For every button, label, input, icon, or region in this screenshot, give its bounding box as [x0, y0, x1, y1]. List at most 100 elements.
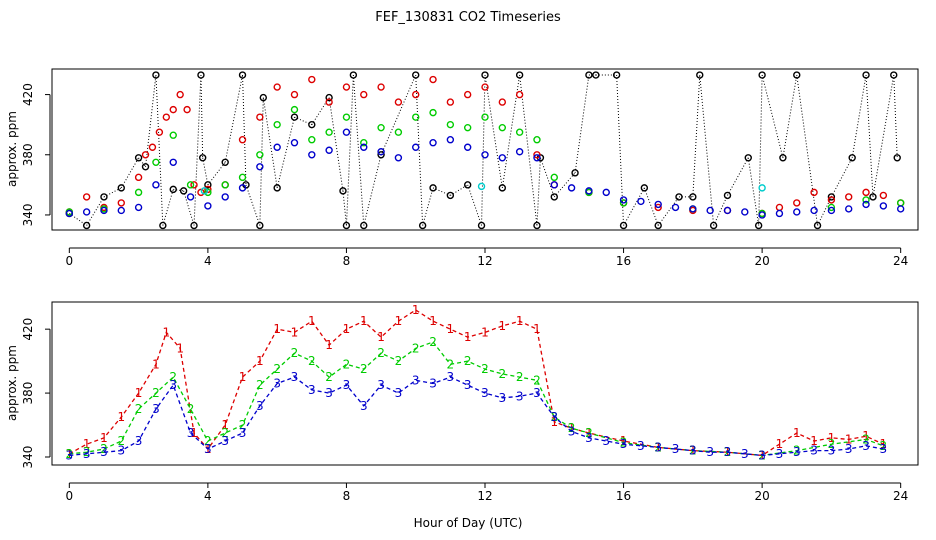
data-point-blue	[238, 184, 247, 192]
data-point-blue	[723, 206, 732, 215]
data-point-black	[640, 184, 649, 192]
data-point-black	[612, 71, 621, 79]
dotted-link	[761, 74, 784, 158]
data-point-black	[360, 221, 368, 230]
data-point-black	[308, 120, 316, 129]
series-marker-3: 3	[83, 447, 91, 461]
series-marker-3: 3	[464, 378, 472, 392]
dotted-link	[519, 74, 538, 226]
series-marker-2: 2	[481, 362, 489, 376]
series-marker-2: 2	[291, 346, 299, 360]
series-marker-2: 2	[152, 386, 160, 400]
series-marker-1: 1	[776, 437, 784, 451]
data-point-red	[290, 90, 299, 99]
series-marker-2: 2	[100, 442, 108, 456]
data-point-blue	[412, 143, 420, 151]
data-point-black	[619, 221, 628, 230]
series-marker-3: 3	[724, 445, 732, 459]
top-x-tick-label: 4	[204, 254, 212, 268]
series-marker-3: 3	[585, 431, 593, 445]
series-marker-1: 1	[291, 325, 299, 339]
data-point-red	[481, 83, 489, 91]
data-point-blue	[879, 202, 888, 210]
data-point-blue	[152, 181, 160, 189]
data-point-blue	[394, 154, 403, 162]
series-marker-3: 3	[395, 386, 403, 400]
data-point-blue	[342, 128, 351, 136]
series-marker-1: 1	[190, 426, 198, 440]
data-point-red	[162, 113, 171, 121]
data-point-red	[498, 98, 507, 106]
data-point-blue	[689, 205, 697, 213]
series-marker-3: 3	[100, 445, 108, 459]
data-point-black	[813, 221, 822, 230]
data-point-black	[723, 191, 732, 200]
data-point-blue	[654, 200, 662, 209]
series-marker-3: 3	[481, 386, 489, 400]
data-point-red	[810, 188, 818, 197]
data-point-black	[744, 154, 752, 162]
data-point-green	[134, 188, 143, 197]
dotted-link	[657, 196, 680, 226]
dotted-link	[352, 74, 365, 226]
dotted-link	[574, 74, 590, 173]
series-marker-3: 3	[360, 399, 368, 413]
data-point-green	[169, 131, 177, 139]
data-point-black	[481, 71, 489, 79]
data-point-red	[238, 136, 247, 144]
data-point-blue	[845, 205, 853, 213]
dotted-link	[484, 74, 503, 188]
series-marker-2: 2	[429, 335, 437, 349]
data-point-black	[463, 181, 472, 189]
figure-title: FEF_130831 CO2 Timeseries	[375, 10, 561, 25]
data-point-black	[198, 154, 207, 162]
series-marker-2: 2	[325, 370, 333, 384]
data-point-red	[827, 196, 836, 204]
data-point-red	[148, 143, 157, 151]
series-marker-1: 1	[83, 437, 91, 451]
series-marker-1: 1	[550, 415, 558, 429]
data-point-black	[429, 184, 437, 192]
series-marker-3: 3	[568, 424, 576, 438]
data-point-blue	[827, 206, 836, 215]
data-point-red	[273, 83, 281, 91]
dotted-link	[224, 74, 244, 163]
data-point-green	[446, 120, 455, 129]
series-marker-3: 3	[429, 377, 437, 391]
series-marker-3: 3	[706, 445, 714, 459]
dotted-link	[553, 172, 576, 198]
dotted-link	[202, 157, 209, 185]
series-marker-3: 3	[845, 442, 853, 456]
series-marker-3: 3	[793, 445, 801, 459]
dotted-link	[699, 74, 715, 226]
series-marker-1: 1	[135, 386, 143, 400]
data-point-black	[890, 71, 898, 79]
series-marker-1: 1	[568, 421, 576, 435]
data-point-green	[273, 120, 281, 129]
data-point-cyan	[758, 184, 766, 192]
dotted-link	[481, 75, 486, 226]
dotted-link	[86, 196, 105, 226]
dotted-link	[830, 157, 853, 198]
data-point-blue	[186, 193, 195, 201]
data-point-green	[342, 113, 351, 121]
data-point-red	[183, 105, 191, 114]
data-point-cyan	[200, 187, 209, 195]
series-marker-2: 2	[464, 354, 472, 368]
series-marker-1: 1	[429, 314, 437, 328]
dotted-link	[865, 74, 874, 197]
dotted-link	[200, 75, 204, 158]
series-marker-3: 3	[741, 447, 749, 461]
data-point-black	[377, 151, 385, 159]
series-marker-2: 2	[360, 362, 368, 376]
series-marker-1: 1	[464, 330, 472, 344]
series-marker-3: 3	[117, 444, 125, 458]
data-point-black	[446, 191, 455, 200]
bottom-y-tick-label: 380	[21, 382, 35, 405]
bottom-x-tick-label: 16	[616, 489, 631, 503]
data-point-blue	[100, 206, 108, 215]
series-marker-3: 3	[152, 402, 160, 416]
data-point-green	[862, 196, 870, 204]
data-point-black	[550, 193, 558, 201]
series-marker-2: 2	[187, 402, 195, 416]
